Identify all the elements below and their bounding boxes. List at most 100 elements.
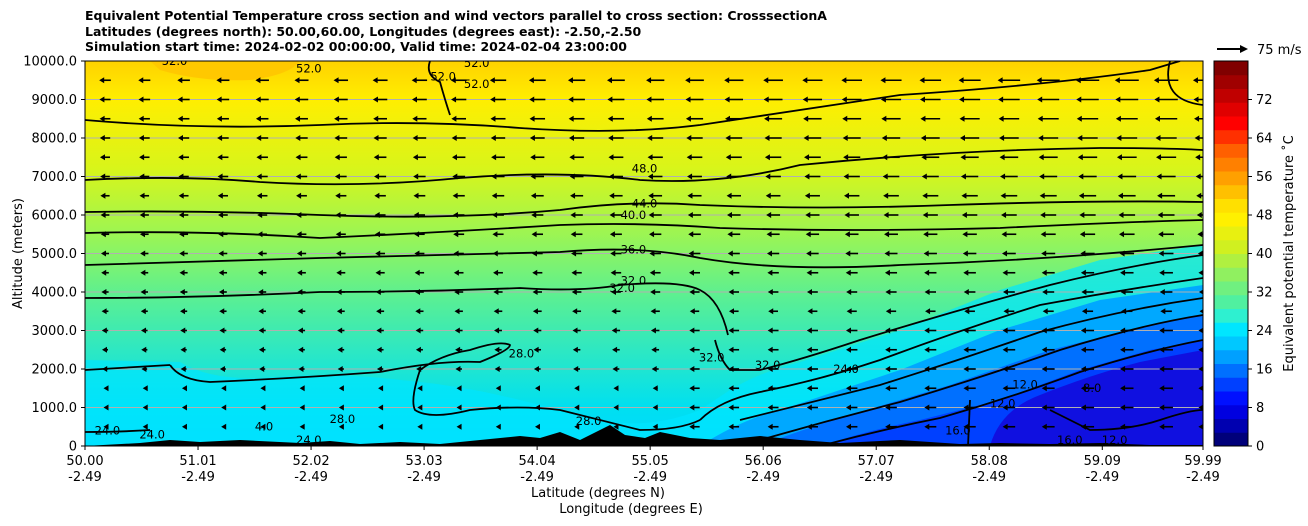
wind-arrow [417, 423, 423, 430]
wind-arrow [177, 115, 190, 122]
wind-arrow [374, 212, 386, 218]
wind-arrow [140, 250, 149, 257]
wind-arrow [963, 289, 976, 295]
contour-label: 52.0 [162, 54, 188, 68]
x-tick-label-lat: 54.04 [519, 454, 556, 469]
wind-arrow [489, 77, 507, 84]
wind-arrow [764, 154, 782, 161]
wind-arrow [138, 135, 150, 141]
wind-arrow [178, 173, 189, 180]
wind-arrow [101, 308, 109, 315]
wind-arrow [1199, 289, 1203, 295]
wind-arrow [1002, 250, 1016, 257]
wind-arrow [495, 423, 501, 430]
contour-label: 28.0 [330, 412, 356, 426]
wind-arrow [1157, 192, 1176, 199]
wind-arrow [378, 423, 384, 430]
wind-arrow [1077, 135, 1098, 141]
wind-arrow [806, 366, 818, 372]
wind-arrow [99, 77, 111, 84]
contour-label: 12.0 [1012, 377, 1038, 391]
wind-arrow [138, 115, 150, 122]
wind-arrow [452, 212, 465, 218]
wind-arrow [924, 327, 937, 334]
wind-vectors [99, 77, 1203, 430]
wind-arrow [530, 192, 544, 199]
colorbar-segment [1214, 308, 1248, 323]
wind-arrow [177, 77, 190, 84]
wind-arrow [806, 346, 818, 353]
wind-arrow [648, 212, 662, 218]
wind-arrow [532, 289, 542, 295]
wind-arrow [1198, 385, 1203, 392]
wind-arrow [885, 404, 897, 411]
wind-arrow [454, 308, 463, 315]
wind-arrow [688, 250, 701, 257]
wind-arrow [259, 366, 266, 372]
y-tick-label: 1000.0 [32, 401, 78, 416]
contour-labels: 52.0 52.0 52.0 52.0 52.0 48.0 44.040.0 36.0 32.0… [95, 54, 1128, 446]
wind-arrow [883, 212, 899, 218]
wind-arrow [375, 250, 385, 257]
wind-arrow [1194, 115, 1203, 122]
wind-arrow [573, 366, 580, 372]
wind-arrow [649, 250, 661, 257]
wind-arrow [1080, 366, 1095, 372]
wind-arrow [1120, 423, 1134, 430]
wind-arrow [1079, 231, 1096, 238]
wind-arrow [415, 308, 424, 315]
wind-arrow [572, 346, 581, 353]
wind-arrow [611, 308, 621, 315]
wind-arrow [495, 385, 501, 392]
wind-arrow [689, 269, 700, 276]
wind-arrow [490, 135, 506, 141]
wind-arrow [919, 96, 941, 103]
wind-arrow [607, 96, 625, 103]
wind-arrow [924, 385, 937, 392]
wind-arrow [728, 327, 740, 334]
wind-arrow [180, 346, 187, 353]
colorbar-segment [1214, 391, 1248, 406]
wind-arrow [1038, 135, 1059, 141]
wind-arrow [1155, 135, 1177, 141]
wind-arrow [335, 231, 346, 238]
wind-arrow [572, 308, 582, 315]
wind-arrow [688, 231, 701, 238]
wind-arrow [451, 96, 467, 103]
wind-arrow [376, 346, 384, 353]
wind-arrow [646, 115, 664, 122]
wind-arrow [611, 327, 621, 334]
wind-arrow [608, 173, 623, 180]
wind-arrow [689, 385, 700, 392]
wind-arrow [959, 115, 980, 122]
wind-arrow [1198, 346, 1203, 353]
wind-arrow [297, 308, 306, 315]
wind-arrow [258, 327, 266, 334]
quiver-key-head [1240, 45, 1248, 53]
plot-area: 52.0 52.0 52.0 52.0 52.0 48.0 44.040.0 36.0 32.0… [85, 54, 1203, 446]
wind-arrow [570, 192, 584, 199]
wind-arrow [451, 115, 467, 122]
wind-arrow [881, 135, 901, 141]
wind-arrow [960, 135, 980, 141]
wind-arrow [610, 250, 622, 257]
wind-arrow [415, 346, 423, 353]
wind-arrow [1116, 154, 1137, 161]
wind-arrow [1116, 135, 1138, 141]
colorbar-segment [1214, 61, 1248, 76]
wind-arrow [1198, 366, 1203, 372]
wind-arrow [376, 327, 384, 334]
wind-arrow [140, 269, 149, 276]
y-tick-label: 9000.0 [32, 93, 78, 108]
wind-arrow [221, 385, 227, 392]
wind-arrow [139, 231, 149, 238]
wind-arrow [256, 135, 269, 141]
wind-arrow [413, 173, 426, 180]
wind-arrow [652, 404, 658, 411]
wind-arrow [413, 192, 426, 199]
wind-arrow [964, 308, 975, 315]
wind-arrow [1198, 404, 1203, 411]
contour-44 [85, 200, 1203, 218]
y-tick-label: 5000.0 [32, 247, 78, 262]
contour-16 [759, 314, 1203, 441]
